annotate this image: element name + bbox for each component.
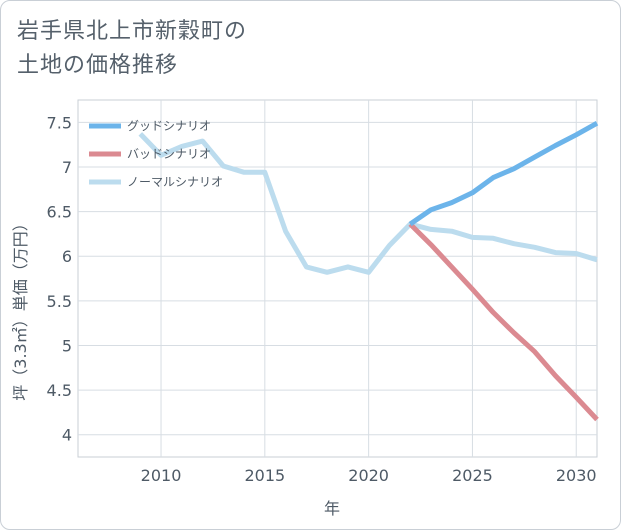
series-line-2	[138, 132, 598, 275]
y-tick-label: 5.5	[47, 292, 72, 311]
plot-area	[77, 99, 598, 458]
y-tick-label: 7	[62, 158, 72, 177]
legend-label-0: グッドシナリオ	[127, 119, 211, 133]
x-axis-title: 年	[324, 499, 340, 518]
legend-label-1: バッドシナリオ	[127, 147, 211, 161]
y-tick-label: 5	[62, 336, 72, 355]
series-lines	[138, 121, 599, 422]
series-line-1	[408, 222, 599, 422]
x-tick-label: 2030	[556, 466, 597, 485]
series-line-0	[408, 121, 599, 227]
y-tick-labels: 4 4.5 5 5.5 6 6.5 7 7.5	[47, 113, 72, 444]
y-tick-label: 7.5	[47, 113, 72, 132]
x-gridlines	[160, 100, 577, 457]
x-tick-label: 2010	[141, 466, 182, 485]
y-gridlines	[78, 121, 597, 436]
y-tick-label: 4.5	[47, 381, 72, 400]
y-tick-label: 4	[62, 426, 72, 445]
chart-title-line-2: 土地の価格推移	[17, 53, 179, 78]
x-tick-label: 2015	[244, 466, 285, 485]
legend-label-2: ノーマルシナリオ	[127, 175, 223, 189]
y-tick-label: 6.5	[47, 203, 72, 222]
chart-title-line-1: 岩手県北上市新穀町の	[17, 19, 248, 44]
x-tick-label: 2025	[452, 466, 493, 485]
x-tick-label: 2020	[348, 466, 389, 485]
y-tick-label: 6	[62, 247, 72, 266]
chart-title: 岩手県北上市新穀町の 土地の価格推移	[17, 15, 247, 83]
y-axis-title: 坪（3.3㎡）単価（万円）	[11, 215, 30, 400]
x-tick-labels: 2010 2015 2020 2025 2030	[141, 466, 597, 485]
